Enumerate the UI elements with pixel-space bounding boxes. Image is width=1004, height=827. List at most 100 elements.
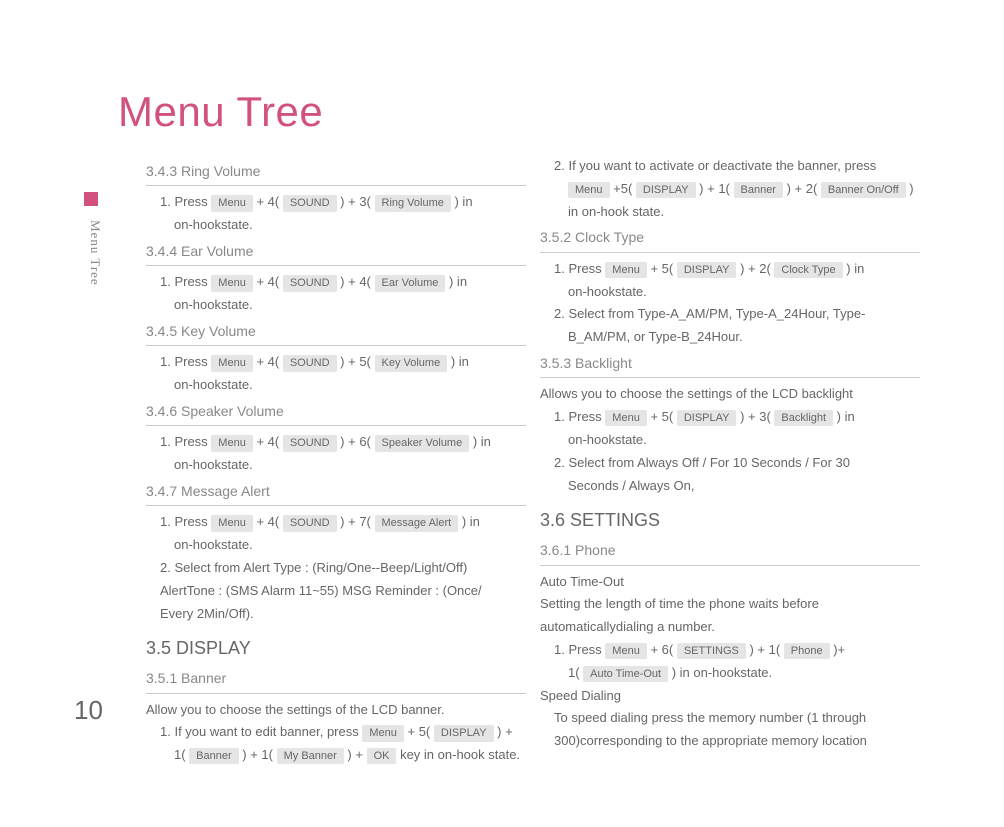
key-settings: SETTINGS <box>677 643 746 659</box>
key-menu: Menu <box>211 275 253 291</box>
right-column: 2. If you want to activate or deactivate… <box>540 156 920 754</box>
intro-3-6-1b: automaticallydialing a number. <box>540 617 920 638</box>
heading-3-4-4: 3.4.4 Ear Volume <box>146 240 526 266</box>
step-3-4-5-1: 1. Press Menu + 4( SOUND ) + 5( Key Volu… <box>146 352 526 373</box>
step-3-6-1-1: 1. Press Menu + 6( SETTINGS ) + 1( Phone… <box>540 640 920 661</box>
text: ) in <box>458 514 480 529</box>
key-auto-time-out: Auto Time-Out <box>583 666 668 682</box>
key-menu: Menu <box>605 410 647 426</box>
heading-3-5-3: 3.5.3 Backlight <box>540 352 920 378</box>
step-3-4-3-1: 1. Press Menu + 4( SOUND ) + 3( Ring Vol… <box>146 192 526 213</box>
step-3-4-6-1: 1. Press Menu + 4( SOUND ) + 6( Speaker … <box>146 432 526 453</box>
banner-step-2c: in on-hook state. <box>540 202 920 223</box>
key-display: DISPLAY <box>677 410 737 426</box>
key-menu: Menu <box>362 725 404 741</box>
text: ) + <box>344 747 367 762</box>
step-3-5-2-2a: 2. Select from Type-A_AM/PM, Type-A_24Ho… <box>540 304 920 325</box>
text: 1. Press <box>160 514 211 529</box>
speed-dialing-1: To speed dialing press the memory number… <box>540 708 920 729</box>
key-my-banner: My Banner <box>277 748 344 764</box>
intro-3-5-1: Allow you to choose the settings of the … <box>146 700 526 721</box>
text: + 6( <box>647 642 677 657</box>
page-title: Menu Tree <box>118 78 323 145</box>
key-sound: SOUND <box>283 275 337 291</box>
text: ) + 1( <box>746 642 784 657</box>
key-backlight: Backlight <box>774 410 833 426</box>
text: ) + 1( <box>239 747 277 762</box>
text: + 4( <box>253 434 283 449</box>
intro-3-6-1a: Setting the length of time the phone wai… <box>540 594 920 615</box>
key-clock-type: Clock Type <box>774 262 842 278</box>
key-banner: Banner <box>189 748 238 764</box>
heading-3-4-7: 3.4.7 Message Alert <box>146 480 526 506</box>
step-3-4-7-2b: AlertTone : (SMS Alarm 11~55) MSG Remind… <box>146 581 526 602</box>
heading-3-4-3: 3.4.3 Ring Volume <box>146 160 526 186</box>
text: + 4( <box>253 194 283 209</box>
text: on-hookstate. <box>540 430 920 451</box>
text: 1. Press <box>554 642 605 657</box>
text: 1. Press <box>160 194 211 209</box>
heading-3-4-6: 3.4.6 Speaker Volume <box>146 400 526 426</box>
text: ) + 4( <box>337 274 375 289</box>
text: ) + 2( <box>736 261 774 276</box>
text: on-hookstate. <box>146 535 526 556</box>
key-sound: SOUND <box>283 515 337 531</box>
key-menu: Menu <box>211 355 253 371</box>
intro-3-5-3: Allows you to choose the settings of the… <box>540 384 920 405</box>
key-message-alert: Message Alert <box>375 515 459 531</box>
key-ok: OK <box>367 748 397 764</box>
text: + 4( <box>253 514 283 529</box>
text: 1( <box>568 665 583 680</box>
step-3-4-4-1: 1. Press Menu + 4( SOUND ) + 4( Ear Volu… <box>146 272 526 293</box>
heading-3-6: 3.6 SETTINGS <box>540 506 920 535</box>
key-speaker-volume: Speaker Volume <box>375 435 470 451</box>
speed-dialing-2: 300)corresponding to the appropriate mem… <box>540 731 920 752</box>
key-display: DISPLAY <box>677 262 737 278</box>
text: ) + 5( <box>337 354 375 369</box>
banner-step-2b: Menu +5( DISPLAY ) + 1( Banner ) + 2( Ba… <box>540 179 920 200</box>
key-sound: SOUND <box>283 195 337 211</box>
step-3-5-1-1b: 1( Banner ) + 1( My Banner ) + OK key in… <box>146 745 526 766</box>
heading-3-5: 3.5 DISPLAY <box>146 634 526 663</box>
text: + 4( <box>253 354 283 369</box>
key-menu: Menu <box>211 195 253 211</box>
text: ) in <box>843 261 865 276</box>
accent-square <box>84 192 98 206</box>
text: 1. Press <box>554 261 605 276</box>
text: 1( <box>174 747 189 762</box>
text: ) in on-hookstate. <box>668 665 772 680</box>
key-phone: Phone <box>784 643 830 659</box>
text: ) + 7( <box>337 514 375 529</box>
text: ) + 3( <box>736 409 774 424</box>
step-3-5-2-1: 1. Press Menu + 5( DISPLAY ) + 2( Clock … <box>540 259 920 280</box>
text: on-hookstate. <box>146 455 526 476</box>
heading-3-5-1: 3.5.1 Banner <box>146 667 526 693</box>
text: ) in <box>445 274 467 289</box>
text: ) in <box>447 354 469 369</box>
step-3-4-7-1: 1. Press Menu + 4( SOUND ) + 7( Message … <box>146 512 526 533</box>
text: 1. If you want to edit banner, press <box>160 724 362 739</box>
key-display: DISPLAY <box>636 182 696 198</box>
text: on-hookstate. <box>146 375 526 396</box>
text: + 5( <box>647 409 677 424</box>
text: ) in <box>469 434 491 449</box>
step-3-5-3-2b: Seconds / Always On, <box>540 476 920 497</box>
key-banner-onoff: Banner On/Off <box>821 182 906 198</box>
text: + 5( <box>647 261 677 276</box>
text: on-hookstate. <box>146 295 526 316</box>
text: ) in <box>451 194 473 209</box>
key-menu: Menu <box>211 435 253 451</box>
key-ear-volume: Ear Volume <box>375 275 446 291</box>
text: + 5( <box>404 724 434 739</box>
key-sound: SOUND <box>283 435 337 451</box>
step-3-4-7-2c: Every 2Min/Off). <box>146 604 526 625</box>
step-3-4-7-2a: 2. Select from Alert Type : (Ring/One--B… <box>146 558 526 579</box>
key-ring-volume: Ring Volume <box>375 195 451 211</box>
heading-3-4-5: 3.4.5 Key Volume <box>146 320 526 346</box>
key-display: DISPLAY <box>434 725 494 741</box>
auto-timeout-label: Auto Time-Out <box>540 572 920 593</box>
page-number: 10 <box>74 690 103 732</box>
step-3-5-1-1: 1. If you want to edit banner, press Men… <box>146 722 526 743</box>
key-key-volume: Key Volume <box>375 355 448 371</box>
text: 1. Press <box>160 354 211 369</box>
